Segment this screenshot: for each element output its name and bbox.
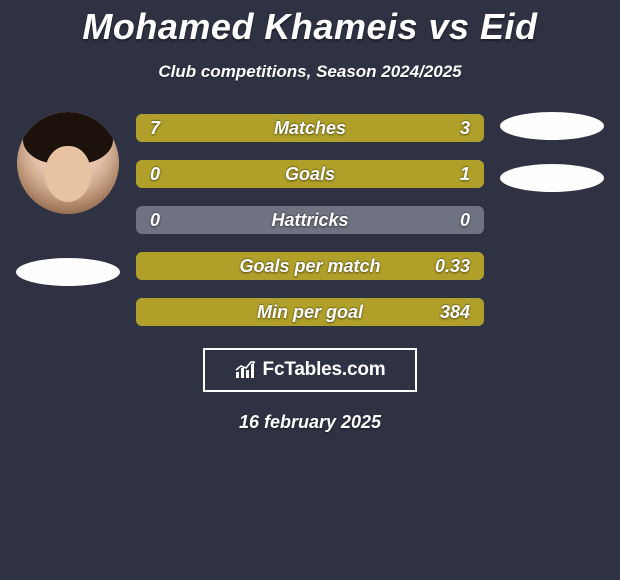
brand-box: FcTables.com [203,348,417,392]
stat-label: Goals per match [136,256,484,277]
stat-value-right: 384 [440,302,470,323]
stat-row-hattricks: 0 Hattricks 0 [136,206,484,234]
player-right-column [492,112,612,192]
player-left-column [8,112,128,286]
comparison-body: 7 Matches 3 0 Goals 1 0 Hattricks 0 Goal… [0,112,620,326]
player-right-name-pill-bottom [500,164,604,192]
stat-value-right: 0 [460,210,470,231]
stat-row-goals: 0 Goals 1 [136,160,484,188]
stat-label: Min per goal [136,302,484,323]
stat-label: Goals [136,164,484,185]
page-title: Mohamed Khameis vs Eid [0,0,620,48]
date-line: 16 february 2025 [0,412,620,433]
stat-row-matches: 7 Matches 3 [136,114,484,142]
stat-label: Matches [136,118,484,139]
player-right-name-pill-top [500,112,604,140]
chart-icon [235,361,257,379]
stat-row-goals-per-match: Goals per match 0.33 [136,252,484,280]
stat-label: Hattricks [136,210,484,231]
page-subtitle: Club competitions, Season 2024/2025 [0,62,620,82]
player-left-name-pill [16,258,120,286]
brand-text: FcTables.com [263,359,386,381]
stat-value-right: 3 [460,118,470,139]
player-left-avatar [17,112,119,214]
stat-value-right: 1 [460,164,470,185]
stats-column: 7 Matches 3 0 Goals 1 0 Hattricks 0 Goal… [128,114,492,326]
stat-row-min-per-goal: Min per goal 384 [136,298,484,326]
stat-value-right: 0.33 [435,256,470,277]
